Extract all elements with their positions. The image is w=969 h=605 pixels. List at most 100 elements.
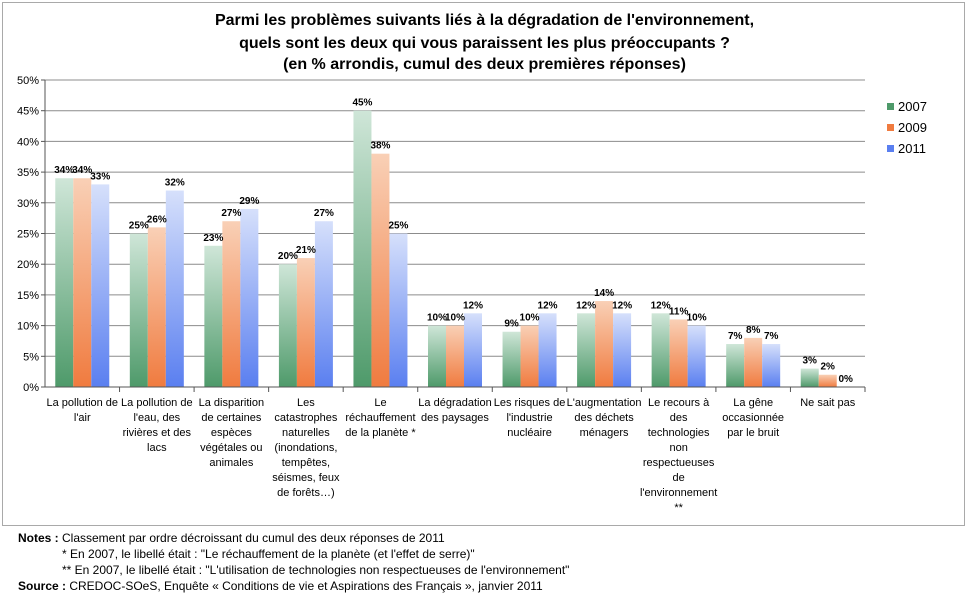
bar-2007-6 bbox=[502, 331, 521, 387]
bar-2007-0 bbox=[55, 178, 74, 387]
legend-entry: 2009 bbox=[898, 120, 927, 135]
x-category-label: de forêts…) bbox=[277, 487, 334, 499]
bar-2011-6 bbox=[538, 313, 557, 387]
y-tick-label: 30% bbox=[17, 198, 39, 210]
data-label: 2% bbox=[821, 362, 836, 373]
bar-2009-10 bbox=[818, 374, 837, 387]
data-label: 10% bbox=[427, 313, 447, 324]
y-tick-label: 40% bbox=[17, 136, 39, 148]
data-label: 12% bbox=[463, 300, 483, 311]
notes-row: Notes : Classement par ordre décroissant… bbox=[18, 530, 569, 546]
bar-2007-7 bbox=[577, 313, 596, 387]
x-category-label: (inondations, bbox=[274, 442, 337, 454]
x-category-label: technologies bbox=[648, 427, 710, 439]
source-text: CREDOC-SOeS, Enquête « Conditions de vie… bbox=[66, 579, 543, 593]
y-tick-label: 50% bbox=[17, 75, 39, 87]
bar-2009-2 bbox=[222, 221, 241, 387]
data-label: 38% bbox=[370, 141, 390, 152]
x-category-label: des déchets bbox=[574, 412, 634, 424]
x-category-label: l'environnement bbox=[640, 487, 717, 499]
data-label: 25% bbox=[129, 221, 149, 232]
legend-swatch bbox=[887, 103, 894, 110]
x-category-label: occasionnée bbox=[722, 412, 784, 424]
y-tick-label: 10% bbox=[17, 321, 39, 333]
x-category-label: Le bbox=[374, 397, 386, 409]
data-label: 3% bbox=[803, 356, 818, 367]
x-category-label: Les risques de bbox=[494, 397, 566, 409]
bar-2007-5 bbox=[428, 325, 446, 387]
x-category-label: de bbox=[673, 472, 685, 484]
bar-2011-4 bbox=[389, 233, 408, 387]
data-label: 29% bbox=[239, 196, 259, 207]
x-category-label: catastrophes bbox=[274, 412, 337, 424]
legend-swatch bbox=[887, 124, 894, 131]
data-label: 20% bbox=[278, 251, 298, 262]
x-category-label: séismes, feux bbox=[272, 472, 340, 484]
x-category-label: La dégradation bbox=[418, 397, 491, 409]
bar-2009-6 bbox=[520, 325, 539, 387]
x-category-label: La pollution de bbox=[46, 397, 118, 409]
note-2: ** En 2007, le libellé était : "L'utilis… bbox=[62, 563, 570, 577]
data-label: 12% bbox=[651, 300, 671, 311]
x-category-label: par le bruit bbox=[727, 427, 779, 439]
bar-2009-1 bbox=[147, 227, 166, 387]
x-category-label: de la planète * bbox=[345, 427, 416, 439]
data-label: 25% bbox=[388, 221, 408, 232]
source-row: Source : CREDOC-SOeS, Enquête « Conditio… bbox=[18, 578, 569, 594]
x-category-label: espèces bbox=[211, 427, 252, 439]
bar-2009-5 bbox=[446, 325, 464, 387]
x-category-label: ** bbox=[674, 502, 683, 514]
bar-2011-7 bbox=[613, 313, 632, 387]
y-tick-label: 0% bbox=[23, 382, 39, 394]
data-label: 14% bbox=[594, 288, 614, 299]
bar-2009-8 bbox=[669, 319, 688, 387]
data-label: 7% bbox=[764, 331, 779, 342]
notes-text: Classement par ordre décroissant du cumu… bbox=[58, 531, 445, 545]
bar-chart: 34%34%33%25%26%32%23%27%29%20%21%27%45%3… bbox=[17, 75, 927, 514]
data-label: 34% bbox=[54, 165, 74, 176]
data-label: 45% bbox=[352, 98, 372, 109]
bar-2009-4 bbox=[371, 153, 390, 387]
notes-label: Notes : bbox=[18, 531, 59, 545]
x-category-label: La disparition bbox=[199, 397, 264, 409]
bar-2007-9 bbox=[726, 344, 745, 387]
bar-2007-2 bbox=[204, 245, 223, 387]
data-label: 10% bbox=[520, 313, 540, 324]
y-tick-label: 45% bbox=[17, 106, 39, 118]
x-category-label: L'augmentation bbox=[567, 397, 642, 409]
chart-title-line-1: Parmi les problèmes suivants liés à la d… bbox=[214, 12, 755, 29]
legend-entry: 2011 bbox=[898, 141, 926, 156]
x-category-label: Les bbox=[297, 397, 315, 409]
x-category-label: La pollution de bbox=[121, 397, 193, 409]
bar-2011-9 bbox=[762, 344, 781, 387]
data-label: 21% bbox=[296, 245, 316, 256]
x-category-label: ménagers bbox=[580, 427, 629, 439]
bar-2009-7 bbox=[595, 301, 614, 387]
data-label: 12% bbox=[576, 300, 596, 311]
y-tick-label: 25% bbox=[17, 229, 39, 241]
x-category-label: des bbox=[670, 412, 688, 424]
bar-2009-3 bbox=[296, 258, 315, 387]
data-label: 0% bbox=[839, 374, 854, 385]
legend-entry: 2007 bbox=[898, 99, 927, 114]
chart-title-line-3: (en % arrondis, cumul des deux premières… bbox=[283, 56, 686, 73]
bar-2007-10 bbox=[800, 368, 819, 387]
x-category-label: des paysages bbox=[421, 412, 489, 424]
note-1: * En 2007, le libellé était : "Le réchau… bbox=[62, 547, 475, 561]
bar-2007-8 bbox=[651, 313, 670, 387]
y-tick-label: 20% bbox=[17, 259, 39, 271]
data-label: 12% bbox=[612, 300, 632, 311]
data-label: 7% bbox=[728, 331, 743, 342]
x-category-label: respectueuses bbox=[643, 457, 715, 469]
data-label: 10% bbox=[687, 313, 707, 324]
bar-2007-1 bbox=[129, 233, 148, 387]
data-label: 8% bbox=[746, 325, 761, 336]
data-label: 26% bbox=[147, 214, 167, 225]
bar-2007-3 bbox=[278, 264, 297, 387]
x-category-label: animales bbox=[209, 457, 254, 469]
x-category-label: lacs bbox=[147, 442, 167, 454]
y-tick-label: 35% bbox=[17, 167, 39, 179]
x-category-label: l'industrie bbox=[506, 412, 552, 424]
data-label: 11% bbox=[669, 306, 689, 317]
data-label: 34% bbox=[72, 165, 92, 176]
